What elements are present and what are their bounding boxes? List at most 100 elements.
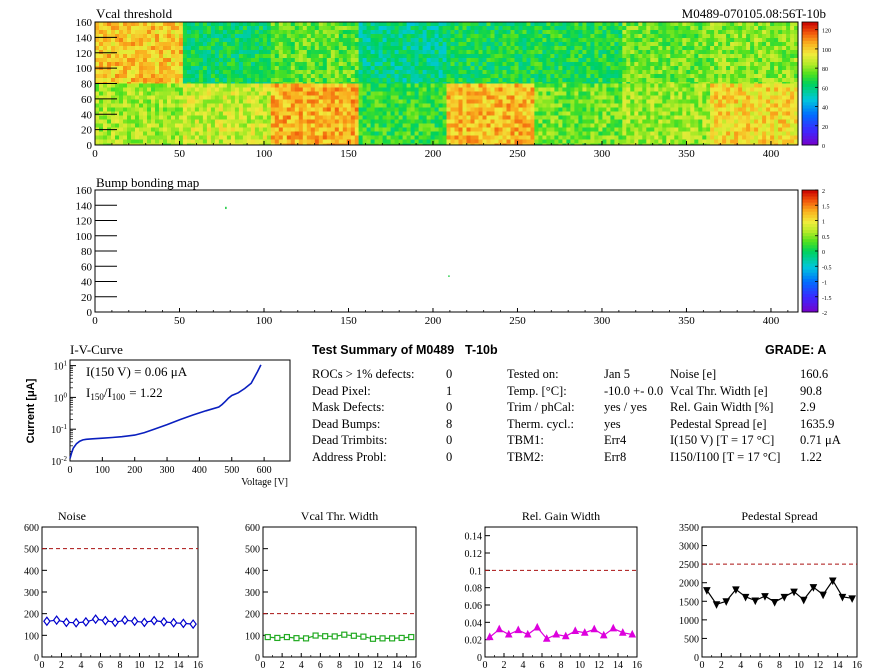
plot-y-tick: 1500 <box>679 597 699 608</box>
plot-x-tick: 12 <box>154 660 164 671</box>
data-point <box>819 591 827 600</box>
vcal-map-axes: 0 50 100 150 200 250 300 350 400 0 20 40 60 80 100 120 1… <box>76 17 789 160</box>
data-point <box>408 633 415 641</box>
iv-x-tick: 300 <box>160 465 175 476</box>
summary-label: I150/I100 [T = 17 °C] <box>670 449 781 464</box>
data-point <box>312 632 319 639</box>
plot-x-tick: 6 <box>318 660 323 671</box>
data-point <box>609 623 618 632</box>
colorbar-label: 80 <box>822 67 828 73</box>
plot-y-tick: 500 <box>245 545 260 556</box>
map-x-tick: 50 <box>174 315 186 327</box>
iv-y-tick: 101 <box>54 360 68 373</box>
vcal-map-heatmap <box>95 22 799 146</box>
map-y-tick: 120 <box>76 48 93 60</box>
vcal-threshold-map: Vcal threshold M0489-070105.08:56T-10b 0… <box>76 6 832 160</box>
data-point <box>293 635 300 642</box>
colorbar-label: 1 <box>822 220 825 226</box>
dead-bump-mark <box>448 275 450 277</box>
bump-colorbar: -2 -1.5 -1 -0.5 0 0.5 1 1.5 2 <box>801 189 832 317</box>
map-y-tick: 20 <box>81 125 93 137</box>
bump-map-frame <box>94 189 799 313</box>
data-point <box>283 633 291 641</box>
map-x-tick: 150 <box>340 315 357 327</box>
map-y-tick: 80 <box>81 79 93 91</box>
map-x-tick: 300 <box>594 315 611 327</box>
iv-title: I-V-Curve <box>70 342 123 357</box>
summary-value: -10.0 +- 0.0 <box>604 383 664 398</box>
data-point <box>388 635 396 642</box>
summary-value: 90.8 <box>800 383 822 398</box>
summary-label: Vcal Thr. Width [e] <box>670 383 768 398</box>
summary-value: 0 <box>446 367 453 381</box>
summary-value: 0.71 μA <box>800 433 841 447</box>
map-y-tick: 140 <box>76 200 93 212</box>
plot-x-tick: 12 <box>594 660 604 671</box>
data-point <box>341 631 348 638</box>
summary-grade: GRADE: A <box>765 343 827 357</box>
data-point <box>703 587 711 595</box>
plot-y-tick: 0.14 <box>465 532 483 543</box>
plot-y-tick: 500 <box>684 634 699 645</box>
data-point <box>379 635 386 642</box>
colorbar-label: -1.5 <box>822 296 832 302</box>
iv-x-tick: 500 <box>224 465 239 476</box>
summary-value: 160.6 <box>800 367 829 381</box>
plot-x-tick: 8 <box>777 660 782 671</box>
plot-y-tick: 2500 <box>679 560 699 571</box>
iv-xlabel: Voltage [V] <box>241 477 288 488</box>
plot-title: Rel. Gain Width <box>522 509 600 523</box>
plot-x-tick: 10 <box>575 660 585 671</box>
map-x-tick: 100 <box>256 148 273 160</box>
summary-label: Mask Defects: <box>312 400 385 414</box>
summary-title: Test Summary of M0489 <box>312 343 455 357</box>
series-line <box>267 634 412 640</box>
summary-value: yes <box>604 416 621 431</box>
plot-x-tick: 10 <box>354 660 364 671</box>
data-point <box>799 596 808 605</box>
plot-x-tick: 14 <box>613 660 623 671</box>
map-y-tick: 140 <box>76 32 93 44</box>
plot-y-tick: 300 <box>24 588 39 599</box>
map-x-tick: 0 <box>92 315 98 327</box>
summary-value: Err4 <box>604 433 627 447</box>
map-y-tick: 60 <box>81 94 93 106</box>
map-y-tick: 40 <box>81 109 93 121</box>
plot-x-tick: 8 <box>337 660 342 671</box>
plot-y-tick: 200 <box>24 610 39 621</box>
data-point <box>350 632 357 639</box>
data-point <box>52 615 61 626</box>
plot-y-tick: 0.12 <box>465 549 483 560</box>
map-y-tick: 120 <box>76 216 93 228</box>
colorbar-label: -1 <box>822 281 827 287</box>
plot-x-tick: 4 <box>521 660 526 671</box>
plot-1: Vcal Thr. Width 0 2 4 6 8 10 12 14 16 0 100 200 300 40… <box>245 509 421 671</box>
data-point <box>495 624 504 633</box>
map-x-tick: 400 <box>763 148 780 160</box>
plot-y-tick: 400 <box>245 566 260 577</box>
data-point <box>504 629 513 638</box>
data-point <box>599 630 608 639</box>
series-line <box>706 579 853 606</box>
map-y-tick: 0 <box>87 140 93 152</box>
data-point <box>43 616 51 627</box>
map-x-tick: 300 <box>594 148 611 160</box>
map-y-tick: 80 <box>81 246 93 258</box>
vcal-colorbar: 0 20 40 60 80 100 120 <box>801 21 831 150</box>
plot-x-tick: 0 <box>261 660 266 671</box>
data-point <box>741 593 750 602</box>
data-point <box>838 593 847 602</box>
plot-y-tick: 200 <box>245 610 260 621</box>
map-x-tick: 50 <box>174 148 186 160</box>
map-y-tick: 160 <box>76 185 93 197</box>
data-point <box>848 595 856 603</box>
plot-x-tick: 16 <box>632 660 642 671</box>
data-point <box>62 617 71 628</box>
data-point <box>274 634 281 642</box>
data-point <box>751 597 760 606</box>
data-point <box>712 601 721 609</box>
plot-x-tick: 4 <box>299 660 304 671</box>
iv-series-line <box>69 364 262 459</box>
plot-y-tick: 300 <box>245 588 260 599</box>
plot-x-tick: 0 <box>483 660 488 671</box>
